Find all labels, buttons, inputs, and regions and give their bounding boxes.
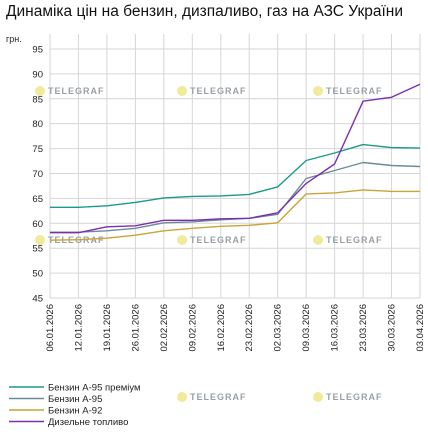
legend-label: Бензин А-95 преміум	[48, 383, 141, 394]
watermark-logo: TELEGRAF	[35, 86, 105, 96]
watermark-text: TELEGRAF	[326, 392, 383, 402]
watermark-text: TELEGRAF	[190, 235, 247, 245]
x-tick-label: 09.03.2026	[301, 304, 312, 352]
y-tick-label: 95	[32, 44, 43, 55]
watermark-circle	[177, 86, 187, 96]
legend-label: Бензин А-92	[48, 406, 102, 417]
x-tick-label: 03.04.2026	[415, 304, 426, 352]
grid-lines	[49, 34, 421, 299]
series-line	[50, 143, 421, 208]
axes: 45 50 55 60 65 70 75 80 85 90 95 06.01.2026 12.01.20…	[6, 34, 426, 352]
y-tick-label: 65	[32, 194, 43, 205]
watermark-circle	[35, 86, 45, 96]
legend-label: Дизельне топливо	[48, 417, 128, 428]
watermark-logo: TELEGRAF	[313, 235, 383, 245]
watermarks: TELEGRAF TELEGRAF TELEGRAF TELEGRAF TELEGRAF…	[35, 86, 383, 402]
y-tick-label: 90	[32, 69, 43, 80]
watermark-logo: TELEGRAF	[313, 86, 383, 96]
series-line	[50, 83, 421, 234]
watermark-text: TELEGRAF	[190, 86, 247, 96]
x-tick-label: 23.03.2026	[358, 304, 369, 352]
y-tick-label: 75	[32, 144, 43, 155]
x-tick-label: 23.02.2026	[244, 304, 255, 352]
x-tick-label: 16.02.2026	[216, 304, 227, 352]
y-unit-label: грн.	[6, 34, 22, 44]
x-tick-label: 12.01.2026	[73, 304, 84, 352]
y-tick-label: 85	[32, 94, 43, 105]
y-tick-label: 55	[32, 244, 43, 255]
watermark-text: TELEGRAF	[190, 392, 247, 402]
x-tick-label: 19.01.2026	[102, 304, 113, 352]
watermark-circle	[177, 235, 187, 245]
watermark-text: TELEGRAF	[48, 86, 105, 96]
x-tick-label: 30.03.2026	[387, 304, 398, 352]
x-tick-label: 02.03.2026	[273, 304, 284, 352]
watermark-circle	[313, 392, 323, 402]
y-tick-label: 70	[32, 169, 43, 180]
series-lines	[49, 83, 421, 241]
watermark-logo: TELEGRAF	[177, 86, 247, 96]
y-tick-label: 80	[32, 119, 43, 130]
legend-label: Бензин А-95	[48, 394, 102, 405]
watermark-circle	[35, 235, 45, 245]
watermark-circle	[177, 392, 187, 402]
x-tick-label: 09.02.2026	[187, 304, 198, 352]
watermark-text: TELEGRAF	[326, 86, 383, 96]
watermark-circle	[313, 235, 323, 245]
y-tick-label: 50	[32, 269, 43, 280]
watermark-logo: TELEGRAF	[177, 235, 247, 245]
chart-title: Динаміка цін на бензин, дизпаливо, газ н…	[6, 3, 404, 20]
watermark-logo: TELEGRAF	[313, 392, 383, 402]
x-tick-label: 02.02.2026	[159, 304, 170, 352]
y-tick-label: 45	[32, 294, 43, 305]
y-tick-label: 60	[32, 219, 43, 230]
series-line	[49, 189, 420, 241]
watermark-logo: TELEGRAF	[177, 392, 247, 402]
x-tick-label: 06.01.2026	[45, 304, 56, 352]
watermark-circle	[313, 86, 323, 96]
watermark-text: TELEGRAF	[326, 235, 383, 245]
series-line	[50, 161, 421, 233]
x-tick-label: 26.01.2026	[130, 304, 141, 352]
x-tick-label: 16.03.2026	[330, 304, 341, 352]
